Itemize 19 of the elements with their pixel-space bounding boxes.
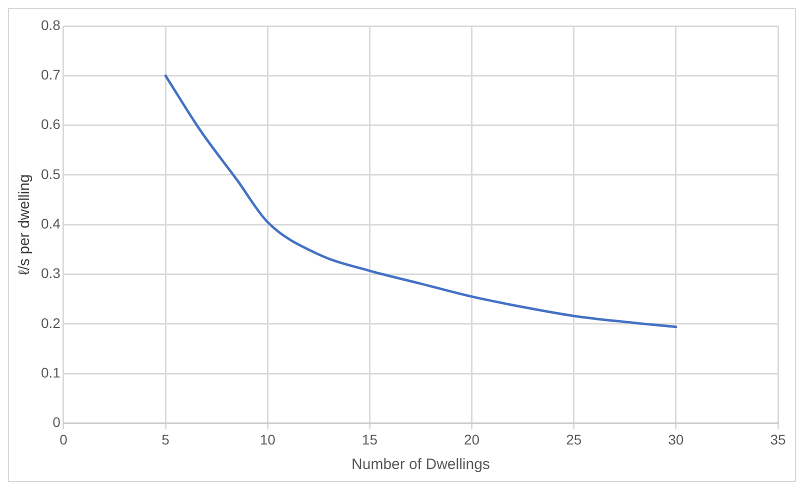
x-tick-label: 5 <box>162 431 170 448</box>
x-tick-label: 35 <box>770 431 786 448</box>
x-tick-label: 20 <box>464 431 480 448</box>
y-tick-label: 0.3 <box>40 265 61 282</box>
y-tick-label: 0.4 <box>40 215 61 232</box>
y-tick-label: 0.7 <box>40 66 61 83</box>
y-tick-label: 0.1 <box>40 364 61 380</box>
y-tick-label: 0.6 <box>40 116 61 132</box>
x-tick-label: 15 <box>362 431 378 448</box>
line-series <box>164 74 678 328</box>
y-tick-label: 0.2 <box>40 314 61 331</box>
x-tick-label: 30 <box>668 431 684 448</box>
x-axis-title: Number of Dwellings <box>352 456 490 474</box>
y-tick-label: 0.8 <box>40 16 61 33</box>
y-axis-title: ℓ/s per dwelling <box>16 174 34 275</box>
x-tick-label: 10 <box>260 431 276 448</box>
x-tick-label: 25 <box>566 431 582 448</box>
y-tick-label: 0.5 <box>40 166 61 182</box>
y-tick-label: 0 <box>52 414 61 430</box>
